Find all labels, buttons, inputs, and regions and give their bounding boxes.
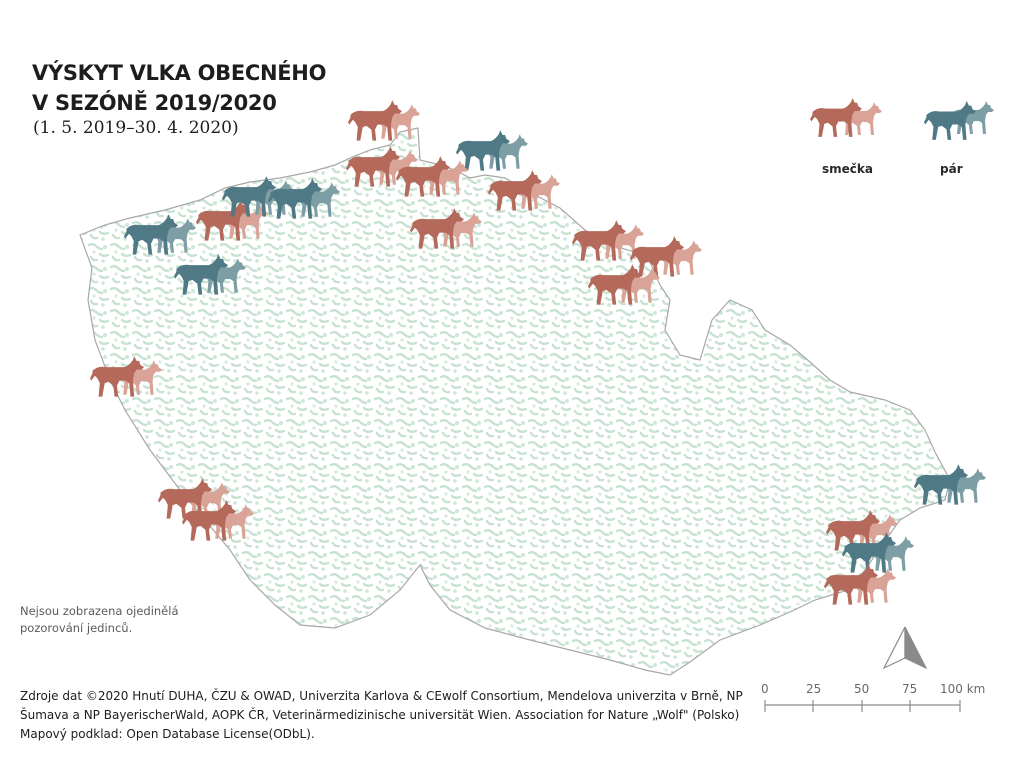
wolf-pack-marker xyxy=(630,236,702,277)
map-title: VÝSKYT VLKA OBECNÉHO V SEZÓNĚ 2019/2020 xyxy=(32,58,326,118)
country-outline xyxy=(79,127,951,676)
scale-tick-50: 50 xyxy=(854,682,870,696)
note-line-1: Nejsou zobrazena ojedinělá xyxy=(20,604,179,618)
north-arrow-icon xyxy=(882,626,928,670)
wolf-pair-marker xyxy=(456,130,528,171)
legend-pack-icon xyxy=(810,98,882,137)
sources-line-3: Mapový podklad: Open Database License(OD… xyxy=(20,727,315,741)
legend-pair-label: pár xyxy=(940,162,963,176)
data-sources: Zdroje dat ©2020 Hnutí DUHA, ČZU & OWAD,… xyxy=(20,687,743,744)
scale-tick-25: 25 xyxy=(806,682,822,696)
wolf-pack-marker xyxy=(348,100,420,141)
legend-pack-label: smečka xyxy=(822,162,873,176)
scale-bar xyxy=(764,700,961,712)
legend-pair-icon xyxy=(924,100,994,140)
scale-tick-75: 75 xyxy=(902,682,918,696)
sources-line-2: Šumava a NP BayerischerWald, AOPK ČR, Ve… xyxy=(20,708,740,722)
map-note: Nejsou zobrazena ojedinělá pozorování je… xyxy=(20,603,179,637)
scale-tick-100: 100 km xyxy=(940,682,986,696)
title-line-1: VÝSKYT VLKA OBECNÉHO xyxy=(32,61,327,85)
note-line-2: pozorování jedinců. xyxy=(20,621,133,635)
title-line-2: V SEZÓNĚ 2019/2020 xyxy=(32,91,277,115)
sources-line-1: Zdroje dat ©2020 Hnutí DUHA, ČZU & OWAD,… xyxy=(20,689,743,703)
season-period: (1. 5. 2019–30. 4. 2020) xyxy=(33,118,239,138)
scale-tick-0: 0 xyxy=(761,682,769,696)
wolf-pack-marker xyxy=(488,170,560,211)
